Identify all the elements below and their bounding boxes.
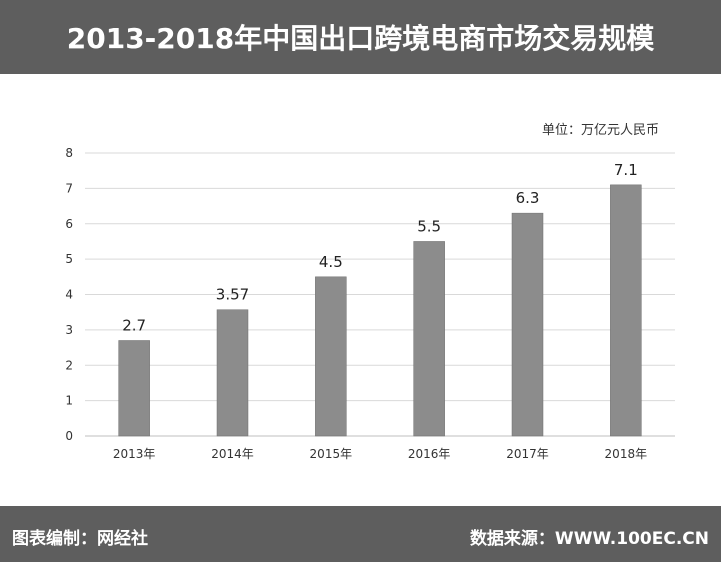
x-tick-label: 2015年	[310, 447, 353, 461]
bar	[413, 241, 445, 437]
x-tick-label: 2018年	[605, 447, 648, 461]
bar	[216, 309, 249, 437]
footer-credit: 图表编制：网经社	[12, 529, 148, 549]
data-label: 2.7	[122, 316, 146, 334]
data-label: 3.57	[216, 286, 249, 304]
x-tick-label: 2016年	[408, 447, 451, 461]
y-tick-label: 0	[65, 429, 73, 443]
x-tick-label: 2014年	[211, 447, 254, 461]
data-label: 4.5	[319, 253, 343, 271]
bars	[118, 184, 642, 437]
chart-title: 2013-2018年中国出口跨境电商市场交易规模	[66, 22, 655, 55]
footer-banner: 图表编制：网经社 数据来源：WWW.100EC.CN	[0, 506, 721, 562]
data-label: 5.5	[417, 217, 441, 235]
bar	[610, 184, 642, 437]
data-label: 6.3	[516, 189, 540, 207]
y-tick-label: 5	[65, 252, 73, 266]
x-tick-label: 2017年	[506, 447, 549, 461]
x-tick-label: 2013年	[113, 447, 156, 461]
y-tick-label: 8	[65, 146, 73, 160]
x-axis-ticks: 2013年 2014年 2015年 2016年 2017年 2018年	[113, 447, 647, 461]
footer-source: 数据来源：WWW.100EC.CN	[469, 529, 709, 549]
y-tick-label: 2	[65, 358, 73, 372]
title-banner: 2013-2018年中国出口跨境电商市场交易规模	[0, 0, 721, 74]
y-tick-label: 4	[65, 288, 73, 302]
grid-lines	[85, 152, 675, 437]
y-tick-label: 7	[65, 181, 73, 195]
bar	[118, 340, 150, 437]
bar-chart: 0 1 2 3 4 5 6 7 8 2.7 3.57 4.5 5.5 6.3 7.1 2013年 2014年…	[65, 146, 675, 461]
y-tick-label: 6	[65, 217, 73, 231]
y-tick-label: 1	[65, 394, 73, 408]
unit-label: 单位：万亿元人民币	[542, 123, 660, 138]
y-axis-ticks: 0 1 2 3 4 5 6 7 8	[65, 146, 73, 443]
y-tick-label: 3	[65, 323, 73, 337]
bar	[315, 276, 347, 437]
bar	[511, 212, 544, 437]
data-labels: 2.7 3.57 4.5 5.5 6.3 7.1	[122, 161, 638, 335]
data-label: 7.1	[614, 161, 638, 179]
